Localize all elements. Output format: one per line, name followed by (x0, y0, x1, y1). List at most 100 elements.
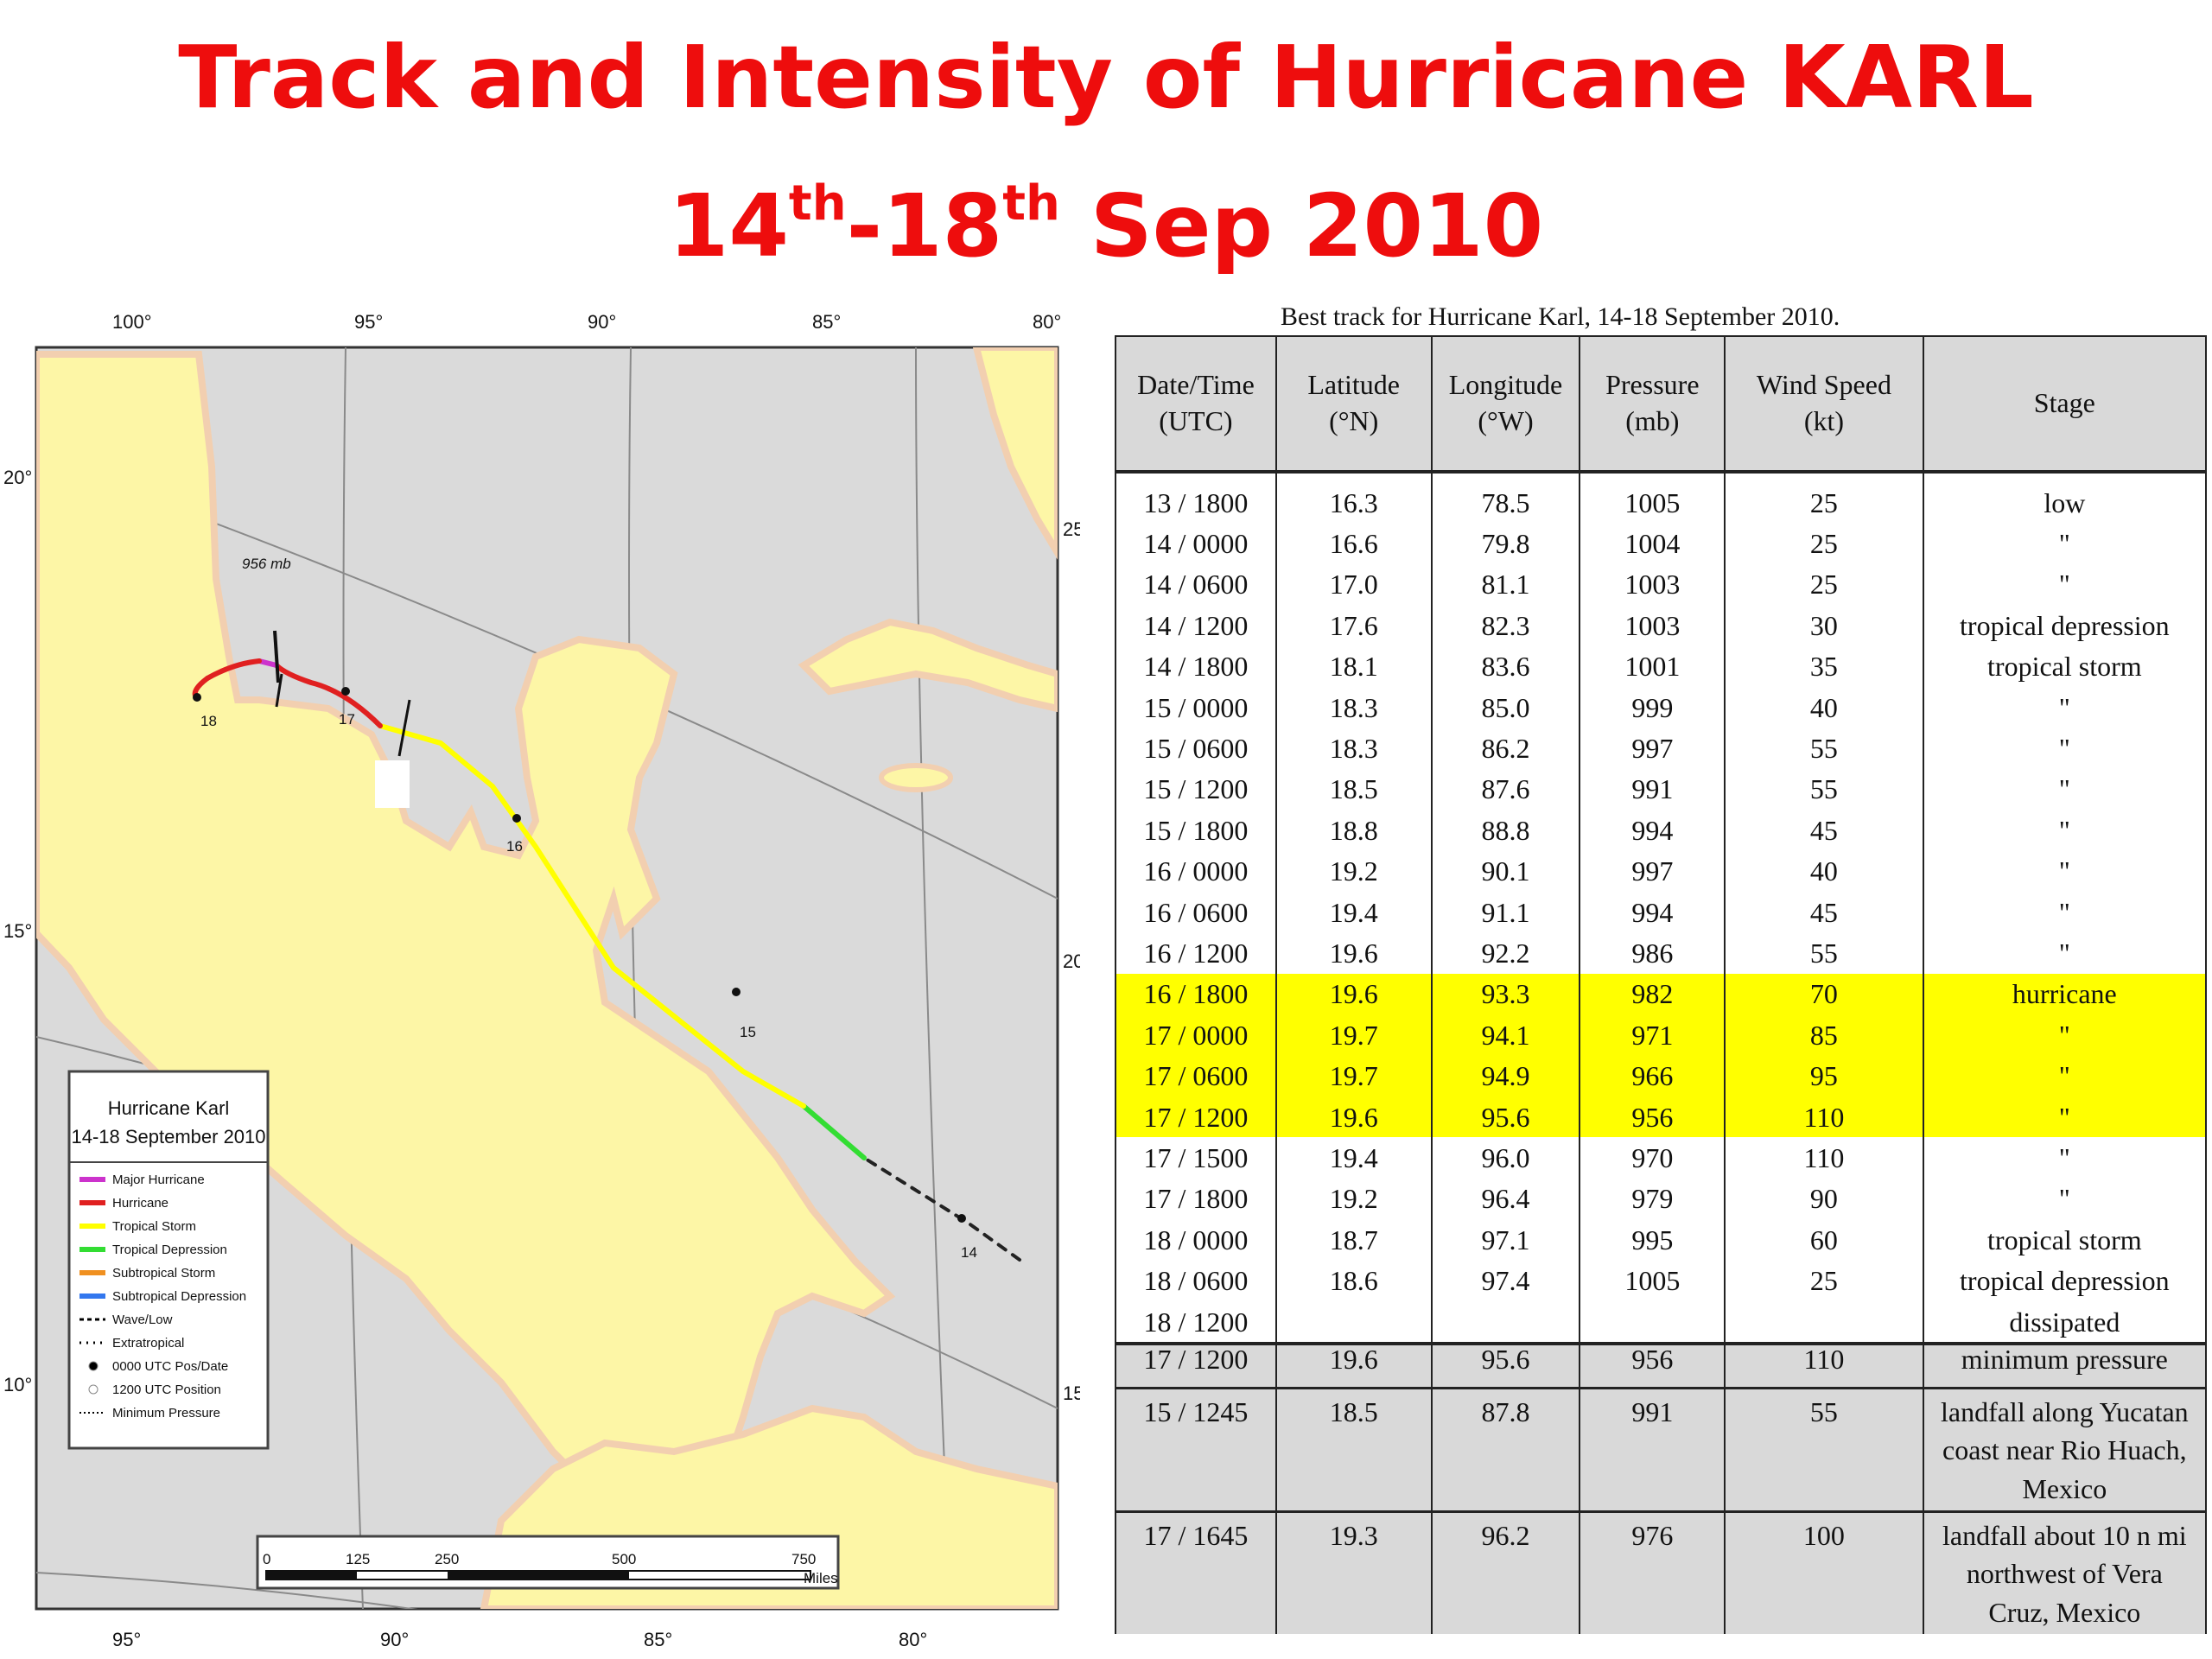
table-cell: 18.7 (1274, 1219, 1433, 1261)
table-cell: 19.2 (1274, 1178, 1433, 1220)
table-cell: 999 (1579, 686, 1726, 728)
table-cell: 81.1 (1430, 563, 1581, 606)
min-pressure-label: 956 mb (242, 556, 291, 572)
table-cell: 45 (1724, 810, 1924, 851)
daily-positions (193, 687, 966, 1223)
header-datetime: Date/Time (UTC) (1115, 335, 1277, 474)
table-cell: 18 / 1200 (1115, 1300, 1277, 1344)
track-tropical-storm (378, 723, 806, 1109)
table-cell: tropical storm (1922, 645, 2208, 687)
table-cell: 60 (1724, 1219, 1924, 1261)
summary-stage-line: Cruz, Mexico (1988, 1597, 2141, 1629)
header-pressure-l2: (mb) (1625, 405, 1680, 436)
table-cell: 45 (1724, 891, 1924, 933)
table-cell (1430, 1300, 1581, 1344)
table-cell: 96.4 (1430, 1178, 1581, 1220)
table-cell: 79.8 (1430, 523, 1581, 564)
summary-stage-line: minimum pressure (1961, 1344, 2168, 1376)
summary-stage-line: Mexico (2022, 1473, 2107, 1505)
table-cell: " (1922, 1014, 2208, 1056)
table-cell: 90 (1724, 1178, 1924, 1220)
header-longitude-l1: Longitude (1448, 369, 1563, 401)
legend-box (67, 1070, 270, 1450)
table-cell: 25 (1724, 523, 1924, 564)
table-cell: 19.6 (1274, 932, 1433, 974)
table-cell: 966 (1579, 1055, 1726, 1096)
table-cell: " (1922, 768, 2208, 810)
table-cell: 13 / 1800 (1115, 470, 1277, 524)
day-label-14: 14 (961, 1244, 977, 1261)
table-cell: 17.6 (1274, 605, 1433, 646)
table-cell: 19.2 (1274, 850, 1433, 892)
title-month-year: Sep 2010 (1059, 175, 1544, 276)
table-cell: 85.0 (1430, 686, 1581, 728)
table-cell: " (1922, 891, 2208, 933)
table-cell: 91.1 (1430, 891, 1581, 933)
table-row: 13 / 1800 16.3 78.5 1005 25 low (1115, 470, 2208, 524)
table-cell: 18 / 0600 (1115, 1260, 1277, 1301)
legend-title-1: Hurricane Karl (108, 1097, 230, 1119)
lon-top-85: 85° (812, 311, 841, 333)
table-cell: " (1922, 932, 2208, 974)
pos-day-14 (957, 1214, 966, 1223)
table-cell: 15 / 1800 (1115, 810, 1277, 851)
table-cell: 16 / 0000 (1115, 850, 1277, 892)
table-row: 14 / 1800 18.1 83.6 1001 35 tropical storm (1115, 645, 2208, 687)
table-cell: 96.0 (1430, 1137, 1581, 1179)
title-suffix-1: th (788, 175, 847, 232)
pos-day-17 (341, 687, 350, 696)
table-row: 15 / 0000 18.3 85.0 999 40 " (1115, 686, 2208, 728)
table-cell: 1001 (1579, 645, 1726, 687)
table-cell: 995 (1579, 1219, 1726, 1261)
legend-item: 1200 UTC Position (88, 1382, 221, 1397)
summary-cell: 19.6 (1274, 1342, 1433, 1389)
title-suffix-2: th (1002, 175, 1060, 232)
summary-stage-line: landfall along Yucatan (1940, 1395, 2189, 1427)
table-cell (1274, 1300, 1433, 1344)
slide-title: Track and Intensity of Hurricane KARL 14… (0, 17, 2212, 270)
table-row: 15 / 1200 18.5 87.6 991 55 " (1115, 768, 2208, 810)
table-cell: 18.6 (1274, 1260, 1433, 1301)
table-cell: 979 (1579, 1178, 1726, 1220)
lon-top-90: 90° (588, 311, 616, 333)
table-row: 16 / 1200 19.6 92.2 986 55 " (1115, 932, 2208, 974)
title-line-1: Track and Intensity of Hurricane KARL (178, 27, 2034, 128)
pos-day-15 (732, 988, 741, 996)
table-cell: 1005 (1579, 1260, 1726, 1301)
legend-label: Subtropical Depression (112, 1289, 246, 1304)
summary-cell: 96.2 (1430, 1510, 1581, 1634)
land-jamaica (879, 763, 953, 792)
lon-bottom-90: 90° (380, 1629, 409, 1650)
table-cell: tropical depression (1922, 1260, 2208, 1301)
table-cell: " (1922, 1096, 2208, 1138)
table-cell: 19.4 (1274, 891, 1433, 933)
map-svg: 956 mb 18 17 16 15 14 100° 95° 90° 85° 8… (3, 311, 1080, 1650)
legend-item: Tropical Storm (79, 1219, 196, 1234)
header-datetime-l1: Date/Time (1137, 369, 1255, 401)
table-cell: 18.1 (1274, 645, 1433, 687)
track-map: 956 mb 18 17 16 15 14 100° 95° 90° 85° 8… (0, 294, 1080, 1659)
summary-stage: minimum pressure (1922, 1342, 2208, 1389)
scale-tick-250: 250 (435, 1551, 459, 1567)
lat-right-15: 15° (1063, 1382, 1080, 1404)
table-row: 15 / 0600 18.3 86.2 997 55 " (1115, 728, 2208, 769)
table-cell: 14 / 1200 (1115, 605, 1277, 646)
header-wind-l1: Wind Speed (1756, 369, 1891, 401)
table-cell: 55 (1724, 768, 1924, 810)
table-cell: 94.1 (1430, 1014, 1581, 1056)
table-cell: 982 (1579, 973, 1726, 1015)
scale-tick-500: 500 (612, 1551, 636, 1567)
table-cell: 78.5 (1430, 470, 1581, 524)
title-day-start: 14 (668, 175, 789, 276)
landfall-mark-yucatan (397, 699, 411, 757)
header-datetime-l2: (UTC) (1159, 405, 1233, 436)
table-cell: 14 / 0600 (1115, 563, 1277, 606)
table-cell: 90.1 (1430, 850, 1581, 892)
day-label-17: 17 (339, 711, 355, 728)
legend-item: Minimum Pressure (79, 1406, 220, 1421)
summary-stage: landfall along Yucatan coast near Rio Hua… (1922, 1386, 2208, 1512)
summary-cell: 110 (1724, 1342, 1924, 1389)
table-cell: 83.6 (1430, 645, 1581, 687)
table-cell: 25 (1724, 563, 1924, 606)
land-florida (972, 347, 1058, 560)
